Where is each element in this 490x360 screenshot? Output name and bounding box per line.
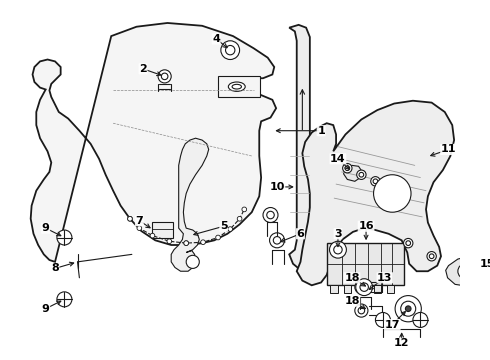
Circle shape — [356, 279, 372, 296]
Circle shape — [127, 216, 132, 221]
FancyBboxPatch shape — [218, 76, 260, 97]
Circle shape — [57, 292, 72, 307]
FancyBboxPatch shape — [330, 285, 338, 293]
Circle shape — [57, 230, 72, 245]
Text: 9: 9 — [42, 223, 49, 233]
Circle shape — [329, 241, 346, 258]
Text: 9: 9 — [42, 304, 49, 314]
Circle shape — [343, 163, 352, 173]
Circle shape — [355, 280, 368, 294]
Circle shape — [371, 177, 380, 186]
Circle shape — [216, 235, 220, 240]
Circle shape — [273, 237, 281, 244]
Circle shape — [242, 207, 246, 212]
Circle shape — [137, 226, 142, 230]
Circle shape — [237, 216, 242, 221]
Circle shape — [270, 233, 285, 248]
Text: 13: 13 — [377, 273, 392, 283]
Circle shape — [158, 70, 171, 83]
Circle shape — [334, 246, 342, 254]
Text: 6: 6 — [296, 229, 304, 239]
Circle shape — [355, 304, 368, 317]
FancyBboxPatch shape — [327, 243, 404, 285]
Text: 18: 18 — [344, 296, 360, 306]
Circle shape — [127, 216, 132, 221]
Circle shape — [184, 241, 189, 246]
Ellipse shape — [228, 82, 245, 91]
Polygon shape — [446, 256, 484, 286]
Circle shape — [358, 307, 365, 314]
Circle shape — [201, 240, 205, 244]
Circle shape — [221, 41, 240, 59]
Circle shape — [167, 239, 171, 244]
Circle shape — [228, 227, 233, 231]
Text: 4: 4 — [212, 34, 220, 44]
Polygon shape — [297, 101, 454, 285]
Text: 2: 2 — [139, 64, 147, 74]
Circle shape — [357, 170, 366, 179]
FancyBboxPatch shape — [359, 285, 366, 293]
Circle shape — [225, 45, 235, 55]
Circle shape — [150, 233, 155, 238]
Circle shape — [373, 175, 411, 212]
Text: 17: 17 — [385, 320, 400, 330]
Circle shape — [267, 211, 274, 219]
Text: 3: 3 — [334, 229, 342, 239]
FancyBboxPatch shape — [387, 285, 394, 293]
Circle shape — [358, 284, 365, 291]
Text: 12: 12 — [394, 338, 410, 348]
Circle shape — [263, 207, 278, 222]
Circle shape — [184, 241, 189, 246]
Circle shape — [161, 73, 168, 80]
Polygon shape — [171, 138, 209, 271]
Circle shape — [345, 166, 350, 171]
Text: 8: 8 — [51, 264, 59, 274]
Circle shape — [373, 179, 378, 184]
Circle shape — [375, 312, 391, 328]
Text: 18: 18 — [344, 273, 360, 283]
FancyBboxPatch shape — [373, 285, 381, 293]
Circle shape — [404, 238, 413, 248]
Circle shape — [458, 264, 473, 279]
Text: 14: 14 — [330, 154, 346, 164]
Text: 11: 11 — [441, 144, 456, 154]
Polygon shape — [31, 23, 276, 262]
Circle shape — [401, 301, 416, 316]
Polygon shape — [289, 25, 310, 269]
Circle shape — [360, 283, 368, 291]
Text: 15: 15 — [480, 259, 490, 269]
FancyBboxPatch shape — [152, 222, 173, 238]
Circle shape — [429, 254, 434, 258]
Circle shape — [413, 312, 428, 328]
Circle shape — [406, 241, 411, 246]
Polygon shape — [343, 165, 362, 181]
Text: 7: 7 — [135, 216, 143, 226]
Circle shape — [359, 172, 364, 177]
Text: 16: 16 — [358, 221, 374, 231]
Text: 5: 5 — [220, 221, 227, 231]
Text: 10: 10 — [270, 182, 285, 192]
FancyBboxPatch shape — [343, 285, 351, 293]
Circle shape — [427, 252, 436, 261]
Text: 1: 1 — [317, 126, 325, 136]
Ellipse shape — [232, 84, 242, 89]
Circle shape — [395, 296, 421, 322]
Circle shape — [405, 306, 411, 311]
Circle shape — [186, 255, 199, 269]
